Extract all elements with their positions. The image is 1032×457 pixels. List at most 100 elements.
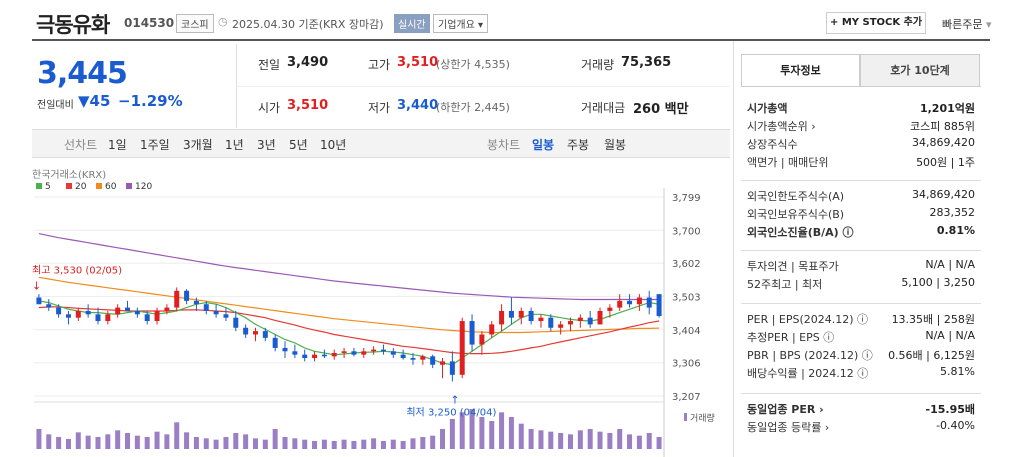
candle-body: [75, 310, 81, 318]
right-pane-divider: [733, 41, 734, 457]
company-overview-label: 기업개요: [438, 20, 475, 31]
tab-orderbook[interactable]: 호가 10단계: [860, 54, 980, 87]
invest-row: 외국인한도주식수(A) 34,869,420: [747, 188, 975, 206]
volume-bar: [508, 417, 514, 449]
volume-bar: [489, 421, 495, 449]
candle-body: [656, 294, 662, 316]
volume-bar: [597, 431, 603, 449]
high-label: 고가: [368, 58, 391, 72]
company-overview-button[interactable]: 기업개요 ▾: [433, 14, 489, 33]
chevron-down-icon: ▾: [985, 18, 992, 31]
volume-bar: [351, 441, 357, 449]
volume-bar: [479, 417, 485, 449]
range-1d[interactable]: 1일: [108, 138, 127, 152]
volume-bar: [184, 432, 190, 449]
invest-row-label: PER | EPS(2024.12) ⓘ: [747, 313, 869, 326]
candle-body: [56, 307, 62, 315]
volume-bar: [105, 434, 111, 449]
candle-daily[interactable]: 일봉: [532, 138, 555, 152]
chart-toolbar: [32, 129, 730, 158]
volume-bar: [331, 441, 337, 449]
volume-bar: [341, 439, 347, 449]
volume-bar: [312, 441, 318, 449]
invest-row-label: PBR | BPS (2024.12) ⓘ: [747, 349, 873, 362]
volume-bar: [95, 437, 101, 449]
y-tick-label: 3,799: [672, 193, 701, 204]
candle-body: [361, 351, 367, 355]
clock-icon: ◷: [218, 15, 228, 28]
volume-bar: [282, 437, 288, 449]
candle-body: [420, 356, 426, 360]
invest-row-value: 코스피 885위: [910, 120, 975, 133]
candle-body: [223, 314, 229, 318]
low-annotation: 최저 3,250 (04/04): [406, 407, 496, 419]
candle-body: [184, 290, 190, 301]
invest-row-value: N/A | N/A: [925, 258, 975, 271]
range-5y[interactable]: 5년: [289, 138, 308, 152]
candle-body: [272, 337, 278, 348]
y-tick-label: 3,602: [672, 259, 701, 270]
candle-body: [341, 351, 347, 353]
invest-row-value: 0.56배 | 6,125원: [888, 349, 975, 362]
invest-row: PBR | BPS (2024.12) ⓘ 0.56배 | 6,125원: [747, 347, 975, 365]
add-mystock-button[interactable]: + MY STOCK 추가: [826, 12, 926, 34]
amount-value: 260 백만: [633, 102, 689, 117]
legend-swatch: [96, 183, 102, 189]
candle-body: [646, 297, 652, 308]
realtime-button[interactable]: 실시간: [394, 14, 430, 33]
invest-row-label: 추정PER | EPS ⓘ: [747, 331, 835, 344]
y-tick-label: 3,503: [672, 293, 701, 304]
invest-row-label: 동일업종 PER ›: [747, 403, 824, 416]
invest-row: 추정PER | EPS ⓘ N/A | N/A: [747, 329, 975, 347]
range-3y[interactable]: 3년: [257, 138, 276, 152]
y-tick-label: 3,306: [672, 359, 701, 370]
volume-bar: [410, 438, 416, 449]
volume-bar: [272, 429, 278, 449]
candle-body: [105, 314, 111, 322]
volume-bar: [558, 433, 564, 449]
invest-row: 시가총액 1,201억원: [747, 100, 975, 118]
low-value: 3,440: [397, 98, 439, 113]
volume-bar: [459, 412, 465, 449]
line-chart-label: 선차트: [64, 138, 98, 152]
legend-swatch: [36, 183, 42, 189]
prev-close-value: 3,490: [287, 55, 329, 70]
candle-body: [312, 354, 318, 359]
range-1w[interactable]: 1주일: [140, 138, 170, 152]
candle-body: [627, 300, 633, 305]
invest-divider: [741, 250, 981, 251]
quick-order-button[interactable]: 빠른주문 ▾: [942, 16, 992, 32]
volume-label: 거래량: [690, 412, 715, 424]
volume-bar: [430, 435, 436, 449]
invest-row: 투자의견 | 목표주가 N/A | N/A: [747, 258, 975, 276]
volume-bar: [233, 433, 239, 449]
invest-row-value: 1,201억원: [919, 102, 975, 115]
y-tick-label: 3,404: [672, 326, 701, 337]
invest-row-label: 동일업종 등락률 ›: [747, 421, 830, 434]
range-10y[interactable]: 10년: [320, 138, 347, 152]
tab-invest-info[interactable]: 투자정보: [741, 54, 860, 87]
ma20-line: [38, 306, 660, 355]
price-chart[interactable]: 한국거래소(KRX)5 20 60 120 3,799 3,700 3,602 3,503 3,…: [32, 168, 730, 457]
candle-body: [203, 304, 209, 311]
invest-row: 52주최고 | 최저 5,100 | 3,250: [747, 276, 975, 294]
candle-body: [134, 310, 140, 315]
volume-bar: [56, 437, 62, 449]
range-3m[interactable]: 3개월: [183, 138, 213, 152]
low-label: 저가: [368, 101, 391, 115]
invest-row-label: 액면가 | 매매단위: [747, 156, 829, 169]
candle-body: [115, 307, 121, 315]
candle-body: [410, 358, 416, 360]
candle-body: [430, 356, 436, 365]
range-1y[interactable]: 1년: [225, 138, 244, 152]
volume-bar: [262, 439, 268, 449]
volume-bar: [252, 438, 258, 449]
candle-body: [607, 307, 613, 311]
lower-limit: (하한가 2,445): [436, 101, 510, 114]
candle-weekly[interactable]: 주봉: [567, 138, 590, 152]
candle-monthly[interactable]: 월봉: [604, 138, 627, 152]
candle-body: [371, 349, 377, 352]
volume-bar: [243, 434, 249, 449]
candle-body: [636, 297, 642, 305]
candle-body: [390, 351, 396, 355]
